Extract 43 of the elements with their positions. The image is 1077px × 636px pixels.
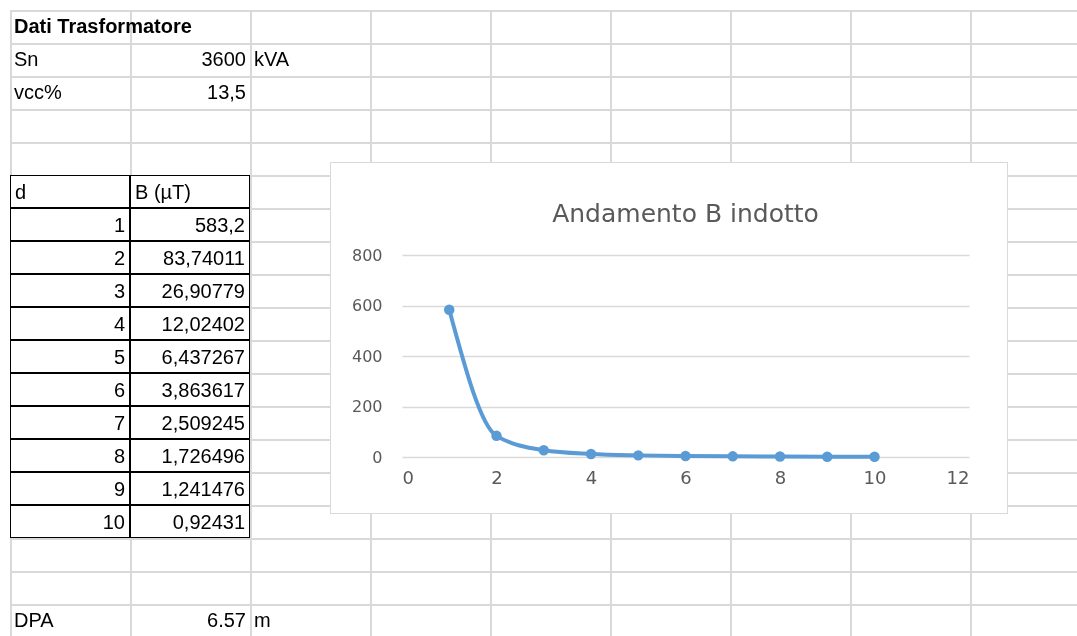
y-tick-label: 600 [351,296,383,315]
text: d [10,175,130,208]
text: 3,863617 [130,373,250,406]
text: kVA [253,47,291,72]
text: 9 [10,472,130,505]
text: 3 [10,274,130,307]
text: 4 [10,307,130,340]
y-tick-label: 800 [351,245,383,265]
x-tick-label: 4 [585,466,598,488]
text: 1 [10,208,130,241]
text: 7 [10,406,130,439]
text: 1,241476 [130,472,250,505]
text: 1,726496 [130,439,250,472]
text: 583,2 [130,208,250,241]
text: 2 [10,241,130,274]
chart-title: Andamento B indotto [552,199,819,228]
x-tick-label: 8 [774,466,787,488]
text: 26,90779 [130,274,250,307]
text: Sn [13,47,40,72]
x-tick-label: 12 [946,466,970,488]
text: m [253,608,272,633]
y-tick-label: 200 [351,397,383,416]
text: 0,92431 [130,505,250,538]
x-tick-label: 0 [402,466,414,488]
text: B (µT) [130,175,250,208]
x-tick-label: 2 [491,466,503,488]
text: 5 [10,340,130,373]
text: vcc% [13,80,63,105]
y-tick-label: 400 [351,346,383,366]
text: 2,509245 [130,406,250,439]
text: 12,02402 [130,307,250,340]
text: 6.57 [206,608,247,633]
text: 6,437267 [130,340,250,373]
text: 13,5 [206,80,247,105]
text: 10 [10,505,130,538]
text: 6 [10,373,130,406]
text: 3600 [200,47,247,72]
text: Dati Trasformatore [13,14,193,39]
x-tick-label: 6 [680,466,692,488]
text: DPA [13,608,55,633]
y-tick-label: 0 [372,447,383,467]
x-tick-label: 10 [863,466,887,488]
text: 83,74011 [130,241,250,274]
